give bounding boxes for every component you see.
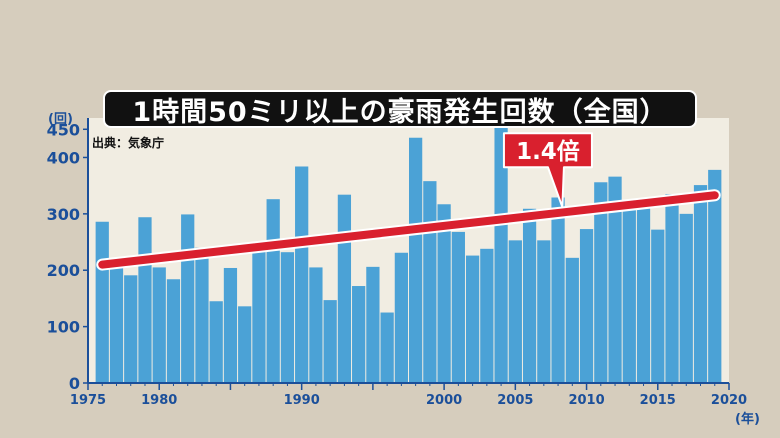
bar-2005 (508, 240, 522, 383)
trend-line (98, 191, 719, 269)
chart-title: 1時間50ミリ以上の豪雨発生回数（全国） (132, 96, 668, 128)
bar-2010 (579, 229, 594, 383)
bar-1987 (252, 249, 266, 383)
bar-2012 (608, 176, 622, 383)
bar-2008 (551, 197, 565, 383)
bar-1985 (223, 267, 238, 383)
trend-callout-label: 1.4倍 (516, 138, 580, 165)
x-tick-label-2020: 2020 (711, 393, 747, 408)
bar-2013 (622, 203, 636, 383)
y-tick-label-200: 200 (47, 261, 80, 280)
bar-1991 (309, 267, 323, 383)
bar-1998 (409, 137, 423, 383)
bar-2016 (665, 194, 679, 383)
bar-1996 (380, 312, 394, 383)
source-note: 出典：気象庁 (92, 136, 165, 150)
bar-2011 (594, 182, 608, 383)
bar-2006 (522, 208, 537, 383)
x-tick-label-1975: 1975 (70, 393, 106, 408)
x-tick-label-1980: 1980 (141, 393, 177, 408)
bar-1978 (124, 275, 138, 383)
bar-2014 (636, 204, 651, 383)
bar-1989 (280, 252, 295, 383)
trend-callout-box (502, 132, 593, 209)
x-axis-unit: (年) (735, 412, 760, 427)
y-tick-label-0: 0 (69, 374, 80, 393)
bar-2015 (651, 229, 665, 383)
bar-1993 (337, 194, 352, 383)
bar-1997 (394, 252, 408, 383)
bar-1979 (138, 217, 152, 383)
bar-2003 (480, 248, 494, 383)
chart-title-box: 1時間50ミリ以上の豪雨発生回数（全国） (103, 90, 697, 128)
bar-2018 (693, 185, 708, 383)
y-axis-unit: (回) (48, 112, 73, 127)
bar-1981 (166, 279, 181, 383)
x-tick-label-2015: 2015 (640, 393, 676, 408)
y-tick-label-400: 400 (47, 148, 80, 167)
y-tick-label-300: 300 (47, 205, 80, 224)
x-tick-label-2000: 2000 (426, 393, 462, 408)
x-tick-label-2005: 2005 (497, 393, 533, 408)
bar-1982 (181, 214, 195, 383)
bar-1992 (323, 300, 337, 383)
bar-1976 (95, 221, 109, 383)
bar-1984 (209, 301, 223, 383)
y-tick-label-450: 450 (47, 120, 80, 139)
bar-1999 (423, 181, 437, 383)
bar-2000 (437, 204, 451, 383)
bar-1995 (366, 266, 380, 383)
bar-1990 (295, 166, 309, 383)
bar-2017 (679, 213, 693, 383)
bar-2002 (465, 255, 480, 383)
bar-1983 (195, 247, 209, 383)
bar-1986 (238, 306, 252, 383)
bar-1977 (109, 258, 124, 383)
bar-2019 (708, 169, 722, 383)
bar-2009 (565, 257, 579, 383)
bar-1988 (266, 199, 280, 383)
y-tick-label-100: 100 (47, 318, 80, 337)
bar-1994 (352, 286, 366, 383)
bar-2007 (537, 240, 551, 383)
x-tick-label-1990: 1990 (284, 393, 320, 408)
bar-1980 (152, 267, 166, 383)
bar-2004 (494, 122, 508, 384)
bar-2001 (451, 231, 465, 383)
x-tick-label-2010: 2010 (568, 393, 604, 408)
